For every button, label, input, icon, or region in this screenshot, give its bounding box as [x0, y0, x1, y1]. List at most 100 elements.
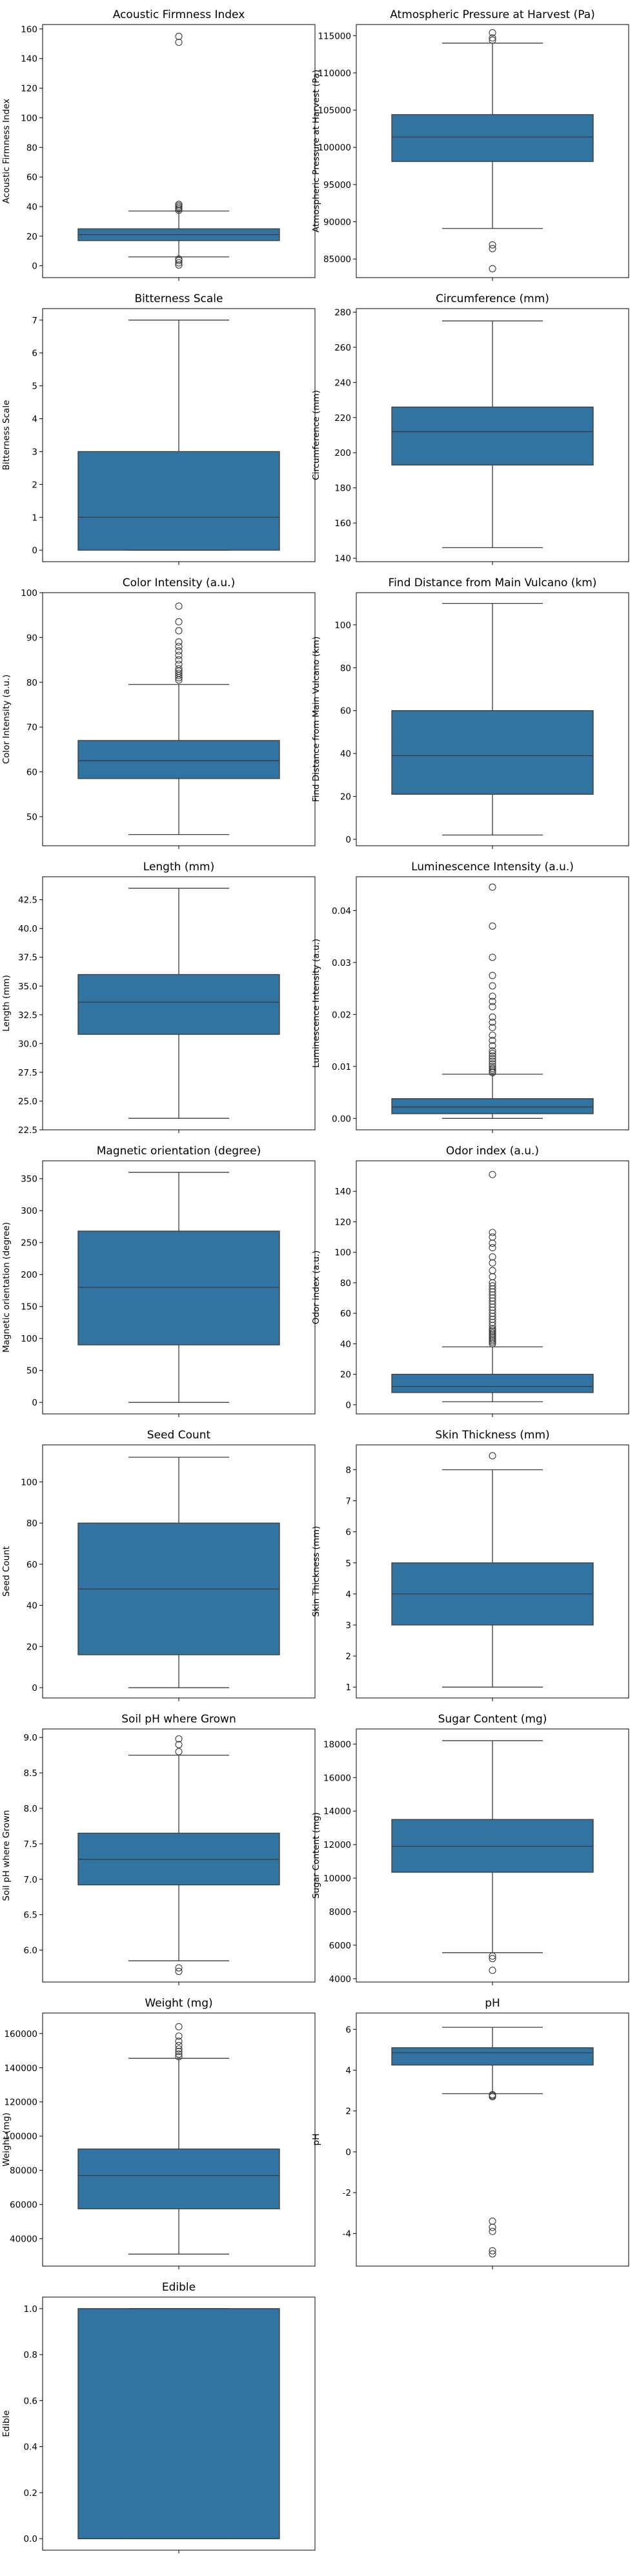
- plot-frame: [356, 2012, 629, 2267]
- y-tick-label: 4: [345, 2066, 351, 2076]
- y-tick-label: 1: [32, 513, 37, 523]
- y-tick-label: 8.5: [24, 1768, 37, 1779]
- box-iqr: [391, 1098, 594, 1114]
- y-axis-label: Edible: [1, 2410, 12, 2437]
- y-tick-label: 40.0: [18, 924, 37, 934]
- y-tick-label: 8: [345, 1465, 351, 1475]
- chart-panel-8: Magnetic orientation (degree) 0 50 100 150 20…: [1, 1145, 316, 1417]
- y-tick-label: 10000: [323, 1874, 351, 1884]
- chart-panel-2: Bitterness Scale 0 1 2 3 4 5 6 7 Bitterness Scale: [1, 292, 316, 565]
- y-tick-label: 200: [21, 1270, 37, 1280]
- y-tick-label: 80: [26, 1518, 37, 1529]
- y-tick-label: 0: [32, 261, 37, 272]
- y-tick-label: 6: [345, 2025, 351, 2035]
- y-tick-label: 2: [32, 480, 37, 490]
- y-tick-label: 100: [334, 1248, 351, 1258]
- outlier-point: [489, 1297, 496, 1305]
- y-tick-label: 80: [26, 678, 37, 688]
- y-tick-label: 60: [26, 768, 37, 778]
- y-tick-label: 100: [21, 588, 37, 598]
- y-tick-label: 40000: [10, 2234, 37, 2245]
- outlier-point: [489, 997, 496, 1005]
- box-iqr: [391, 1373, 594, 1393]
- chart-panel-3: Circumference (mm) 140 160 180 200 220 240 260 2…: [311, 292, 629, 565]
- y-tick-label: 100: [21, 113, 37, 123]
- y-tick-label: 115000: [318, 31, 351, 41]
- y-tick-label: 0.2: [24, 2488, 37, 2499]
- plot-frame: [42, 2296, 316, 2551]
- y-tick-label: 100000: [4, 2132, 37, 2142]
- outlier-point: [489, 1325, 496, 1333]
- y-axis-label: Magnetic orientation (degree): [1, 1222, 12, 1353]
- y-tick-label: 200: [334, 448, 351, 458]
- outlier-point: [489, 1303, 496, 1311]
- y-tick-label: 0.04: [332, 906, 351, 916]
- box-iqr: [77, 974, 280, 1035]
- outlier-point: [489, 1047, 496, 1055]
- y-axis-label: Sugar Content (mg): [311, 1812, 321, 1899]
- outlier-point: [489, 1013, 496, 1021]
- chart-title: Color Intensity (a.u.): [123, 577, 235, 589]
- chart-title: Skin Thickness (mm): [435, 1429, 549, 1442]
- y-tick-label: 7.0: [24, 1875, 37, 1885]
- y-axis-label: Luminescence Intensity (a.u.): [311, 939, 321, 1068]
- y-tick-label: 220: [334, 413, 351, 424]
- outlier-point: [489, 1229, 496, 1236]
- plot-frame: [356, 1444, 629, 1699]
- y-tick-label: 12000: [323, 1840, 351, 1850]
- outlier-point: [489, 2250, 496, 2258]
- y-tick-label: 60: [26, 1560, 37, 1570]
- plot-frame: [356, 24, 629, 278]
- outlier-point: [489, 2247, 496, 2254]
- y-tick-label: 35.0: [18, 981, 37, 992]
- y-tick-label: 2: [345, 2107, 351, 2117]
- outlier-point: [489, 245, 496, 252]
- y-tick-label: 6000: [329, 1941, 351, 1951]
- box-iqr: [391, 710, 594, 795]
- y-tick-label: 140: [21, 54, 37, 65]
- plot-frame: [42, 1444, 316, 1699]
- y-tick-label: 0.8: [24, 2350, 37, 2360]
- y-tick-label: 4000: [329, 1974, 351, 1985]
- outlier-point: [175, 259, 183, 267]
- box-iqr: [77, 1231, 280, 1345]
- y-tick-label: 80: [26, 143, 37, 153]
- y-tick-label: 105000: [318, 106, 351, 116]
- y-tick-label: 240: [334, 378, 351, 388]
- y-tick-label: 1: [345, 1682, 351, 1693]
- chart-title: Edible: [162, 2281, 196, 2294]
- outlier-point: [489, 1306, 496, 1314]
- y-tick-label: 180: [334, 484, 351, 494]
- outlier-point: [489, 1253, 496, 1261]
- outlier-point: [489, 1322, 496, 1329]
- outlier-point: [175, 651, 183, 659]
- outlier-point: [175, 200, 183, 209]
- y-tick-label: 2: [345, 1651, 351, 1662]
- y-tick-label: 16000: [323, 1773, 351, 1783]
- y-tick-label: -2: [343, 2188, 351, 2198]
- outlier-point: [489, 1170, 496, 1178]
- y-axis-label: Weight (mg): [1, 2112, 12, 2167]
- y-tick-label: 0: [345, 2147, 351, 2158]
- y-tick-label: 0.01: [332, 1062, 351, 1072]
- y-tick-label: 4: [32, 414, 37, 425]
- outlier-point: [489, 1239, 496, 1247]
- y-axis-label: Bitterness Scale: [1, 400, 12, 471]
- y-tick-label: 150: [21, 1302, 37, 1313]
- y-tick-label: 20: [26, 232, 37, 242]
- plot-frame: [356, 1728, 629, 1983]
- y-tick-label: -4: [343, 2229, 351, 2239]
- chart-title: Length (mm): [143, 861, 214, 874]
- outlier-point: [489, 1042, 496, 1050]
- box-iqr: [77, 2148, 280, 2209]
- outlier-point: [489, 1316, 496, 1324]
- outlier-point: [489, 1952, 496, 1960]
- y-tick-label: 6: [345, 1528, 351, 1538]
- y-axis-label: Color Intensity (a.u.): [1, 675, 12, 764]
- y-tick-label: 60: [340, 1309, 351, 1319]
- outlier-point: [175, 2023, 183, 2030]
- outlier-point: [489, 1023, 496, 1031]
- y-tick-label: 0.6: [24, 2396, 37, 2406]
- y-tick-label: 3: [345, 1620, 351, 1631]
- outlier-point: [489, 2090, 496, 2099]
